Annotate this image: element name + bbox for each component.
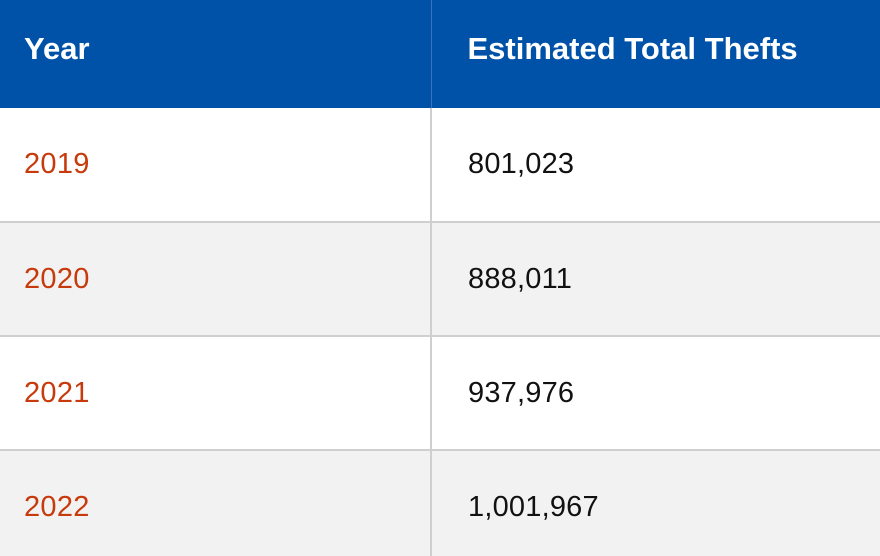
column-header-year: Year [0, 0, 431, 108]
thefts-cell: 801,023 [430, 108, 880, 222]
year-cell: 2021 [0, 335, 431, 450]
table-header: Year Estimated Total Thefts [0, 0, 880, 108]
year-cell: 2022 [0, 449, 431, 556]
year-cell: 2020 [0, 221, 431, 336]
table-body: 2019 801,023 2020 888,011 2021 937,976 2… [0, 108, 880, 556]
thefts-cell: 888,011 [430, 221, 880, 336]
year-cell: 2019 [0, 108, 431, 222]
table-row: 2021 937,976 [0, 335, 880, 450]
column-header-thefts: Estimated Total Thefts [430, 0, 880, 108]
table-row: 2019 801,023 [0, 108, 880, 222]
header-row: Year Estimated Total Thefts [0, 0, 880, 108]
thefts-cell: 937,976 [430, 335, 880, 450]
table-row: 2022 1,001,967 [0, 449, 880, 556]
thefts-cell: 1,001,967 [430, 449, 880, 556]
table-row: 2020 888,011 [0, 221, 880, 336]
